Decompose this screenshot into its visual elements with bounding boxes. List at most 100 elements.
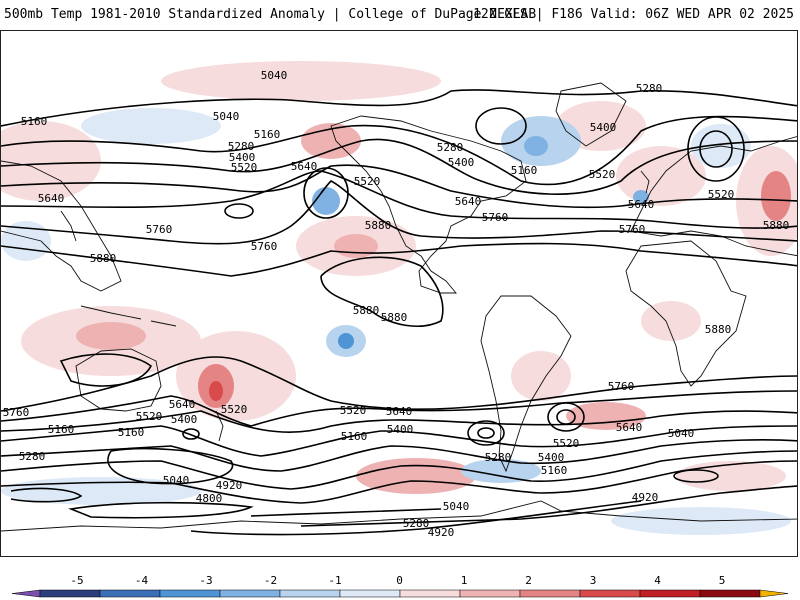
greenland-coast [555,82,627,147]
closed-contour [477,427,495,439]
contour-label: 5280 [485,451,512,464]
colorbar-segment [159,589,221,598]
chart-header: 500mb Temp 1981-2010 Standardized Anomal… [0,0,800,30]
contour-label: 4920 [428,526,455,539]
contour-line [190,500,642,536]
contour-label: 4920 [216,479,243,492]
closed-contour [10,487,83,503]
contour-label: 5280 [19,450,46,463]
contour-label: 5160 [48,423,75,436]
contour-label: 5160 [118,426,145,439]
contour-label: 5400 [448,156,475,169]
warm-anomaly-area [161,61,441,101]
contour-label: 5160 [541,464,568,477]
contour-label: 5520 [231,161,258,174]
closed-low-contour [687,116,745,182]
colorbar-tick-label: -5 [70,574,83,587]
contour-label: 5880 [365,219,392,232]
colorbar-segments [11,589,789,598]
cold-anomaly-area [312,187,340,215]
closed-low-contour [699,130,733,168]
colorbar-low-arrow [11,589,41,598]
contour-line [1,89,797,127]
colorbar-segment [99,589,161,598]
closed-contour [107,447,234,485]
colorbar-segment [39,589,101,598]
east-asia-coast [1,160,122,292]
colorbar-tick-label: 5 [719,574,726,587]
contour-label: 5640 [291,160,318,173]
contour-line [300,485,797,527]
contour-label: 5520 [221,403,248,416]
cold-anomaly-area [524,136,548,156]
contour-label: 4800 [196,492,223,505]
contour-line [1,115,797,186]
contour-line [1,390,797,427]
cold-anomaly-area [81,108,221,144]
contour-label: 5640 [616,421,643,434]
contour-label: 5040 [213,110,240,123]
colorbar-tick-label: -1 [328,574,341,587]
contour-line [1,356,797,412]
colorbar-tick-label: 2 [525,574,532,587]
closed-contour [59,353,153,387]
contour-label: 5640 [169,398,196,411]
colorbar-segment [459,589,521,598]
contour-line [1,425,797,457]
contour-label: 5880 [763,219,790,232]
contour-label: 5040 [163,474,190,487]
colorbar-segment [339,589,401,598]
colorbar-segment [399,589,461,598]
cold-anomaly-area [338,333,354,349]
north-america-coast [330,115,527,294]
contour-line [1,439,797,472]
contour-label: 5160 [21,115,48,128]
contour-line [1,170,797,229]
contour-label: 5640 [38,192,65,205]
colorbar-tick-label: 4 [654,574,661,587]
contour-label: 5400 [538,451,565,464]
contour-label: 5040 [443,500,470,513]
contour-label: 4920 [632,491,659,504]
colorbar-high-arrow [759,589,789,598]
contour-label: 5640 [455,195,482,208]
contour-label: 5760 [3,406,30,419]
contour-line [1,450,797,490]
contour-label: 5520 [136,410,163,423]
contour-line [1,242,797,277]
closed-low-contour [475,107,527,145]
colorbar-ticks: -5 -4 -3 -2 -1 0 1 2 3 4 5 [70,574,725,587]
contour-line [1,138,797,195]
contour-label: 5760 [608,380,635,393]
colorbar-segment [579,589,641,598]
closed-contour [182,428,200,440]
contour-line [1,410,797,433]
closed-contour [547,402,585,432]
contour-label: 5280 [403,517,430,530]
colorbar-segment [279,589,341,598]
colorbar-tick-label: 0 [396,574,403,587]
contour-line [1,164,797,209]
closed-contour [673,469,719,483]
cold-anomaly-area [461,459,541,483]
contour-label: 5160 [511,164,538,177]
colorbar-segment [519,589,581,598]
closed-contour [224,203,254,219]
contour-label: 5160 [254,128,281,141]
colorbar-tick-label: 1 [461,574,468,587]
new-guinea-coast [150,320,177,327]
indonesia-coast [80,305,142,320]
warm-anomaly-area [616,146,706,206]
warm-anomaly-area [511,351,571,401]
contour-label: 5280 [636,82,663,95]
map-title: 500mb Temp 1981-2010 Standardized Anomal… [4,7,537,22]
closed-contour [68,501,254,519]
contour-label: 5520 [354,175,381,188]
contour-label: 5400 [590,121,617,134]
warm-anomaly-area [209,381,223,401]
colorbar-tick-label: -4 [135,574,149,587]
australia-coast [75,348,162,412]
warm-anomaly-area [676,461,786,491]
closed-contour [467,420,505,446]
contour-label: 5640 [628,198,655,211]
